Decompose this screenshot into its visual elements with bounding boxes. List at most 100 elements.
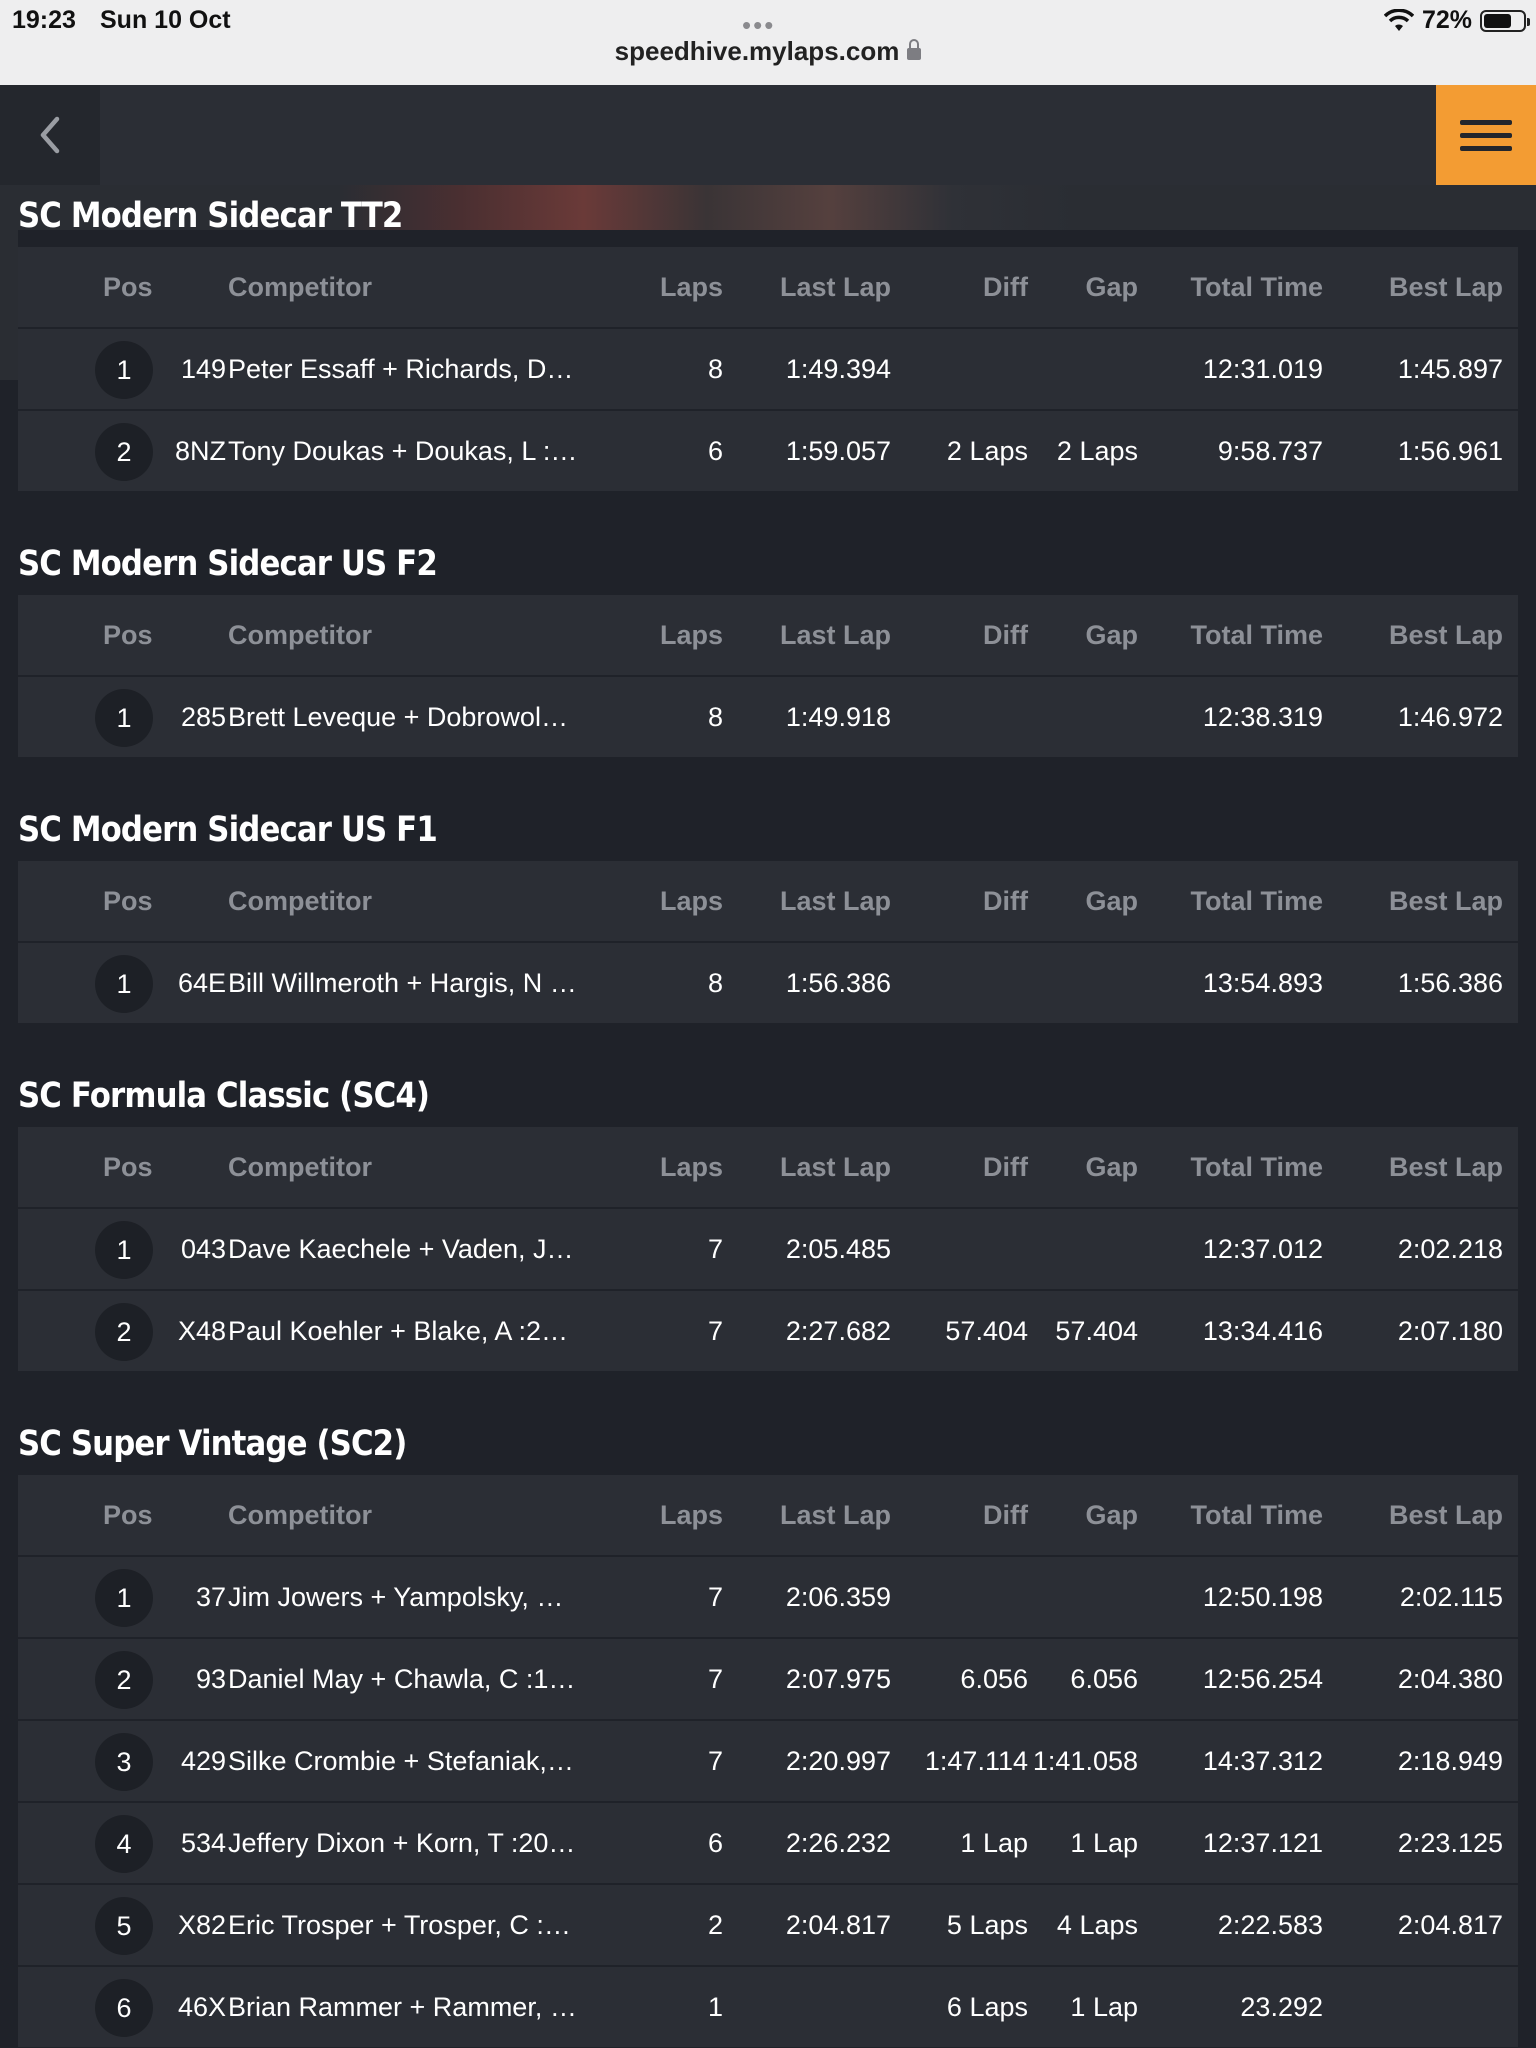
address-bar[interactable]: speedhive.mylaps.com xyxy=(0,36,1536,67)
competitor-name: Jeffery Dixon + Korn, T :20… xyxy=(228,1827,576,1858)
diff: 1:47.114 xyxy=(924,1745,1028,1776)
col-competitor[interactable]: Competitor xyxy=(228,1151,372,1182)
table-row[interactable]: 6 46X Brian Rammer + Rammer, … 1 6 Laps … xyxy=(18,1965,1518,2047)
col-diff[interactable]: Diff xyxy=(983,271,1028,302)
results-table: Pos Competitor Laps Last Lap Diff Gap To… xyxy=(18,1475,1518,2047)
table-row[interactable]: 1 043 Dave Kaechele + Vaden, J… 7 2:05.4… xyxy=(18,1207,1518,1289)
last-lap xyxy=(738,1967,891,2047)
race-number: X82 xyxy=(177,1909,226,1940)
gap xyxy=(1028,677,1138,757)
col-pos[interactable]: Pos xyxy=(103,885,153,916)
col-laps[interactable]: Laps xyxy=(659,1151,723,1182)
col-last-lap[interactable]: Last Lap xyxy=(779,1151,891,1182)
col-last-lap[interactable]: Last Lap xyxy=(779,1499,891,1530)
col-competitor[interactable]: Competitor xyxy=(228,1499,372,1530)
col-diff[interactable]: Diff xyxy=(983,619,1028,650)
total-time: 12:38.319 xyxy=(1202,701,1323,732)
col-best-lap[interactable]: Best Lap xyxy=(1388,1499,1503,1530)
col-laps[interactable]: Laps xyxy=(659,1499,723,1530)
competitor-name: Brian Rammer + Rammer, … xyxy=(228,1991,577,2022)
table-row[interactable]: 1 37 Jim Jowers + Yampolsky, … 7 2:06.35… xyxy=(18,1555,1518,1637)
col-best-lap[interactable]: Best Lap xyxy=(1388,1151,1503,1182)
app-header xyxy=(0,85,1536,185)
last-lap: 2:26.232 xyxy=(785,1827,891,1858)
chevron-left-icon xyxy=(40,116,60,154)
table-header: Pos Competitor Laps Last Lap Diff Gap To… xyxy=(18,861,1518,941)
col-laps[interactable]: Laps xyxy=(659,271,723,302)
session-section: SC Modern Sidecar TT2 Pos Competitor Lap… xyxy=(18,185,1518,491)
best-lap: 2:02.218 xyxy=(1397,1233,1503,1264)
col-pos[interactable]: Pos xyxy=(103,1499,153,1530)
back-button[interactable] xyxy=(0,85,100,185)
col-diff[interactable]: Diff xyxy=(983,1151,1028,1182)
col-total-time[interactable]: Total Time xyxy=(1190,619,1323,650)
col-last-lap[interactable]: Last Lap xyxy=(779,619,891,650)
total-time: 14:37.312 xyxy=(1202,1745,1323,1776)
total-time: 12:50.198 xyxy=(1202,1581,1323,1612)
position-badge: 2 xyxy=(95,423,153,481)
table-row[interactable]: 4 534 Jeffery Dixon + Korn, T :20… 6 2:2… xyxy=(18,1801,1518,1883)
table-header: Pos Competitor Laps Last Lap Diff Gap To… xyxy=(18,247,1518,327)
race-number: 37 xyxy=(195,1581,226,1612)
col-best-lap[interactable]: Best Lap xyxy=(1388,271,1503,302)
gap xyxy=(1028,1209,1138,1289)
diff: 6.056 xyxy=(960,1663,1028,1694)
col-total-time[interactable]: Total Time xyxy=(1190,1499,1323,1530)
col-gap[interactable]: Gap xyxy=(1085,885,1138,916)
col-total-time[interactable]: Total Time xyxy=(1190,271,1323,302)
col-pos[interactable]: Pos xyxy=(103,619,153,650)
competitor-name: Peter Essaff + Richards, D… xyxy=(228,353,574,384)
col-gap[interactable]: Gap xyxy=(1085,1151,1138,1182)
col-competitor[interactable]: Competitor xyxy=(228,271,372,302)
position-badge: 4 xyxy=(95,1815,153,1873)
col-pos[interactable]: Pos xyxy=(103,271,153,302)
col-total-time[interactable]: Total Time xyxy=(1190,1151,1323,1182)
col-gap[interactable]: Gap xyxy=(1085,619,1138,650)
position-badge: 1 xyxy=(95,341,153,399)
col-diff[interactable]: Diff xyxy=(983,885,1028,916)
position-badge: 1 xyxy=(95,955,153,1013)
best-lap: 2:23.125 xyxy=(1397,1827,1503,1858)
laps: 7 xyxy=(707,1581,723,1612)
col-pos[interactable]: Pos xyxy=(103,1151,153,1182)
table-row[interactable]: 2 93 Daniel May + Chawla, C :1… 7 2:07.9… xyxy=(18,1637,1518,1719)
battery-percent: 72% xyxy=(1421,6,1472,34)
col-best-lap[interactable]: Best Lap xyxy=(1388,885,1503,916)
col-gap[interactable]: Gap xyxy=(1085,271,1138,302)
col-gap[interactable]: Gap xyxy=(1085,1499,1138,1530)
session-title: SC Modern Sidecar US F2 xyxy=(18,544,438,584)
more-dots-icon[interactable]: ••• xyxy=(742,10,776,40)
laps: 6 xyxy=(707,1827,723,1858)
table-row[interactable]: 1 149 Peter Essaff + Richards, D… 8 1:49… xyxy=(18,327,1518,409)
gap: 1 Lap xyxy=(1070,1991,1138,2022)
laps: 7 xyxy=(707,1663,723,1694)
competitor-name: Dave Kaechele + Vaden, J… xyxy=(228,1233,574,1264)
table-row[interactable]: 3 429 Silke Crombie + Stefaniak,… 7 2:20… xyxy=(18,1719,1518,1801)
col-best-lap[interactable]: Best Lap xyxy=(1388,619,1503,650)
col-last-lap[interactable]: Last Lap xyxy=(779,271,891,302)
table-row[interactable]: 5 X82 Eric Trosper + Trosper, C :… 2 2:0… xyxy=(18,1883,1518,1965)
diff xyxy=(898,1557,1028,1637)
table-row[interactable]: 1 64E Bill Willmeroth + Hargis, N … 8 1:… xyxy=(18,941,1518,1023)
col-diff[interactable]: Diff xyxy=(983,1499,1028,1530)
last-lap: 1:49.394 xyxy=(785,353,891,384)
table-row[interactable]: 2 8NZ Tony Doukas + Doukas, L :… 6 1:59.… xyxy=(18,409,1518,491)
col-laps[interactable]: Laps xyxy=(659,885,723,916)
col-last-lap[interactable]: Last Lap xyxy=(779,885,891,916)
col-competitor[interactable]: Competitor xyxy=(228,619,372,650)
col-total-time[interactable]: Total Time xyxy=(1190,885,1323,916)
table-row[interactable]: 1 285 Brett Leveque + Dobrowol… 8 1:49.9… xyxy=(18,675,1518,757)
col-laps[interactable]: Laps xyxy=(659,619,723,650)
laps: 2 xyxy=(707,1909,723,1940)
best-lap xyxy=(1328,1967,1503,2047)
laps: 7 xyxy=(707,1315,723,1346)
menu-button[interactable] xyxy=(1436,85,1536,185)
table-row[interactable]: 2 X48 Paul Koehler + Blake, A :2… 7 2:27… xyxy=(18,1289,1518,1371)
diff xyxy=(898,943,1028,1023)
best-lap: 2:04.380 xyxy=(1397,1663,1503,1694)
session-section: SC Formula Classic (SC4) Pos Competitor … xyxy=(18,1065,1518,1371)
diff: 1 Lap xyxy=(960,1827,1028,1858)
session-title: SC Super Vintage (SC2) xyxy=(18,1424,407,1464)
laps: 6 xyxy=(707,435,723,466)
col-competitor[interactable]: Competitor xyxy=(228,885,372,916)
